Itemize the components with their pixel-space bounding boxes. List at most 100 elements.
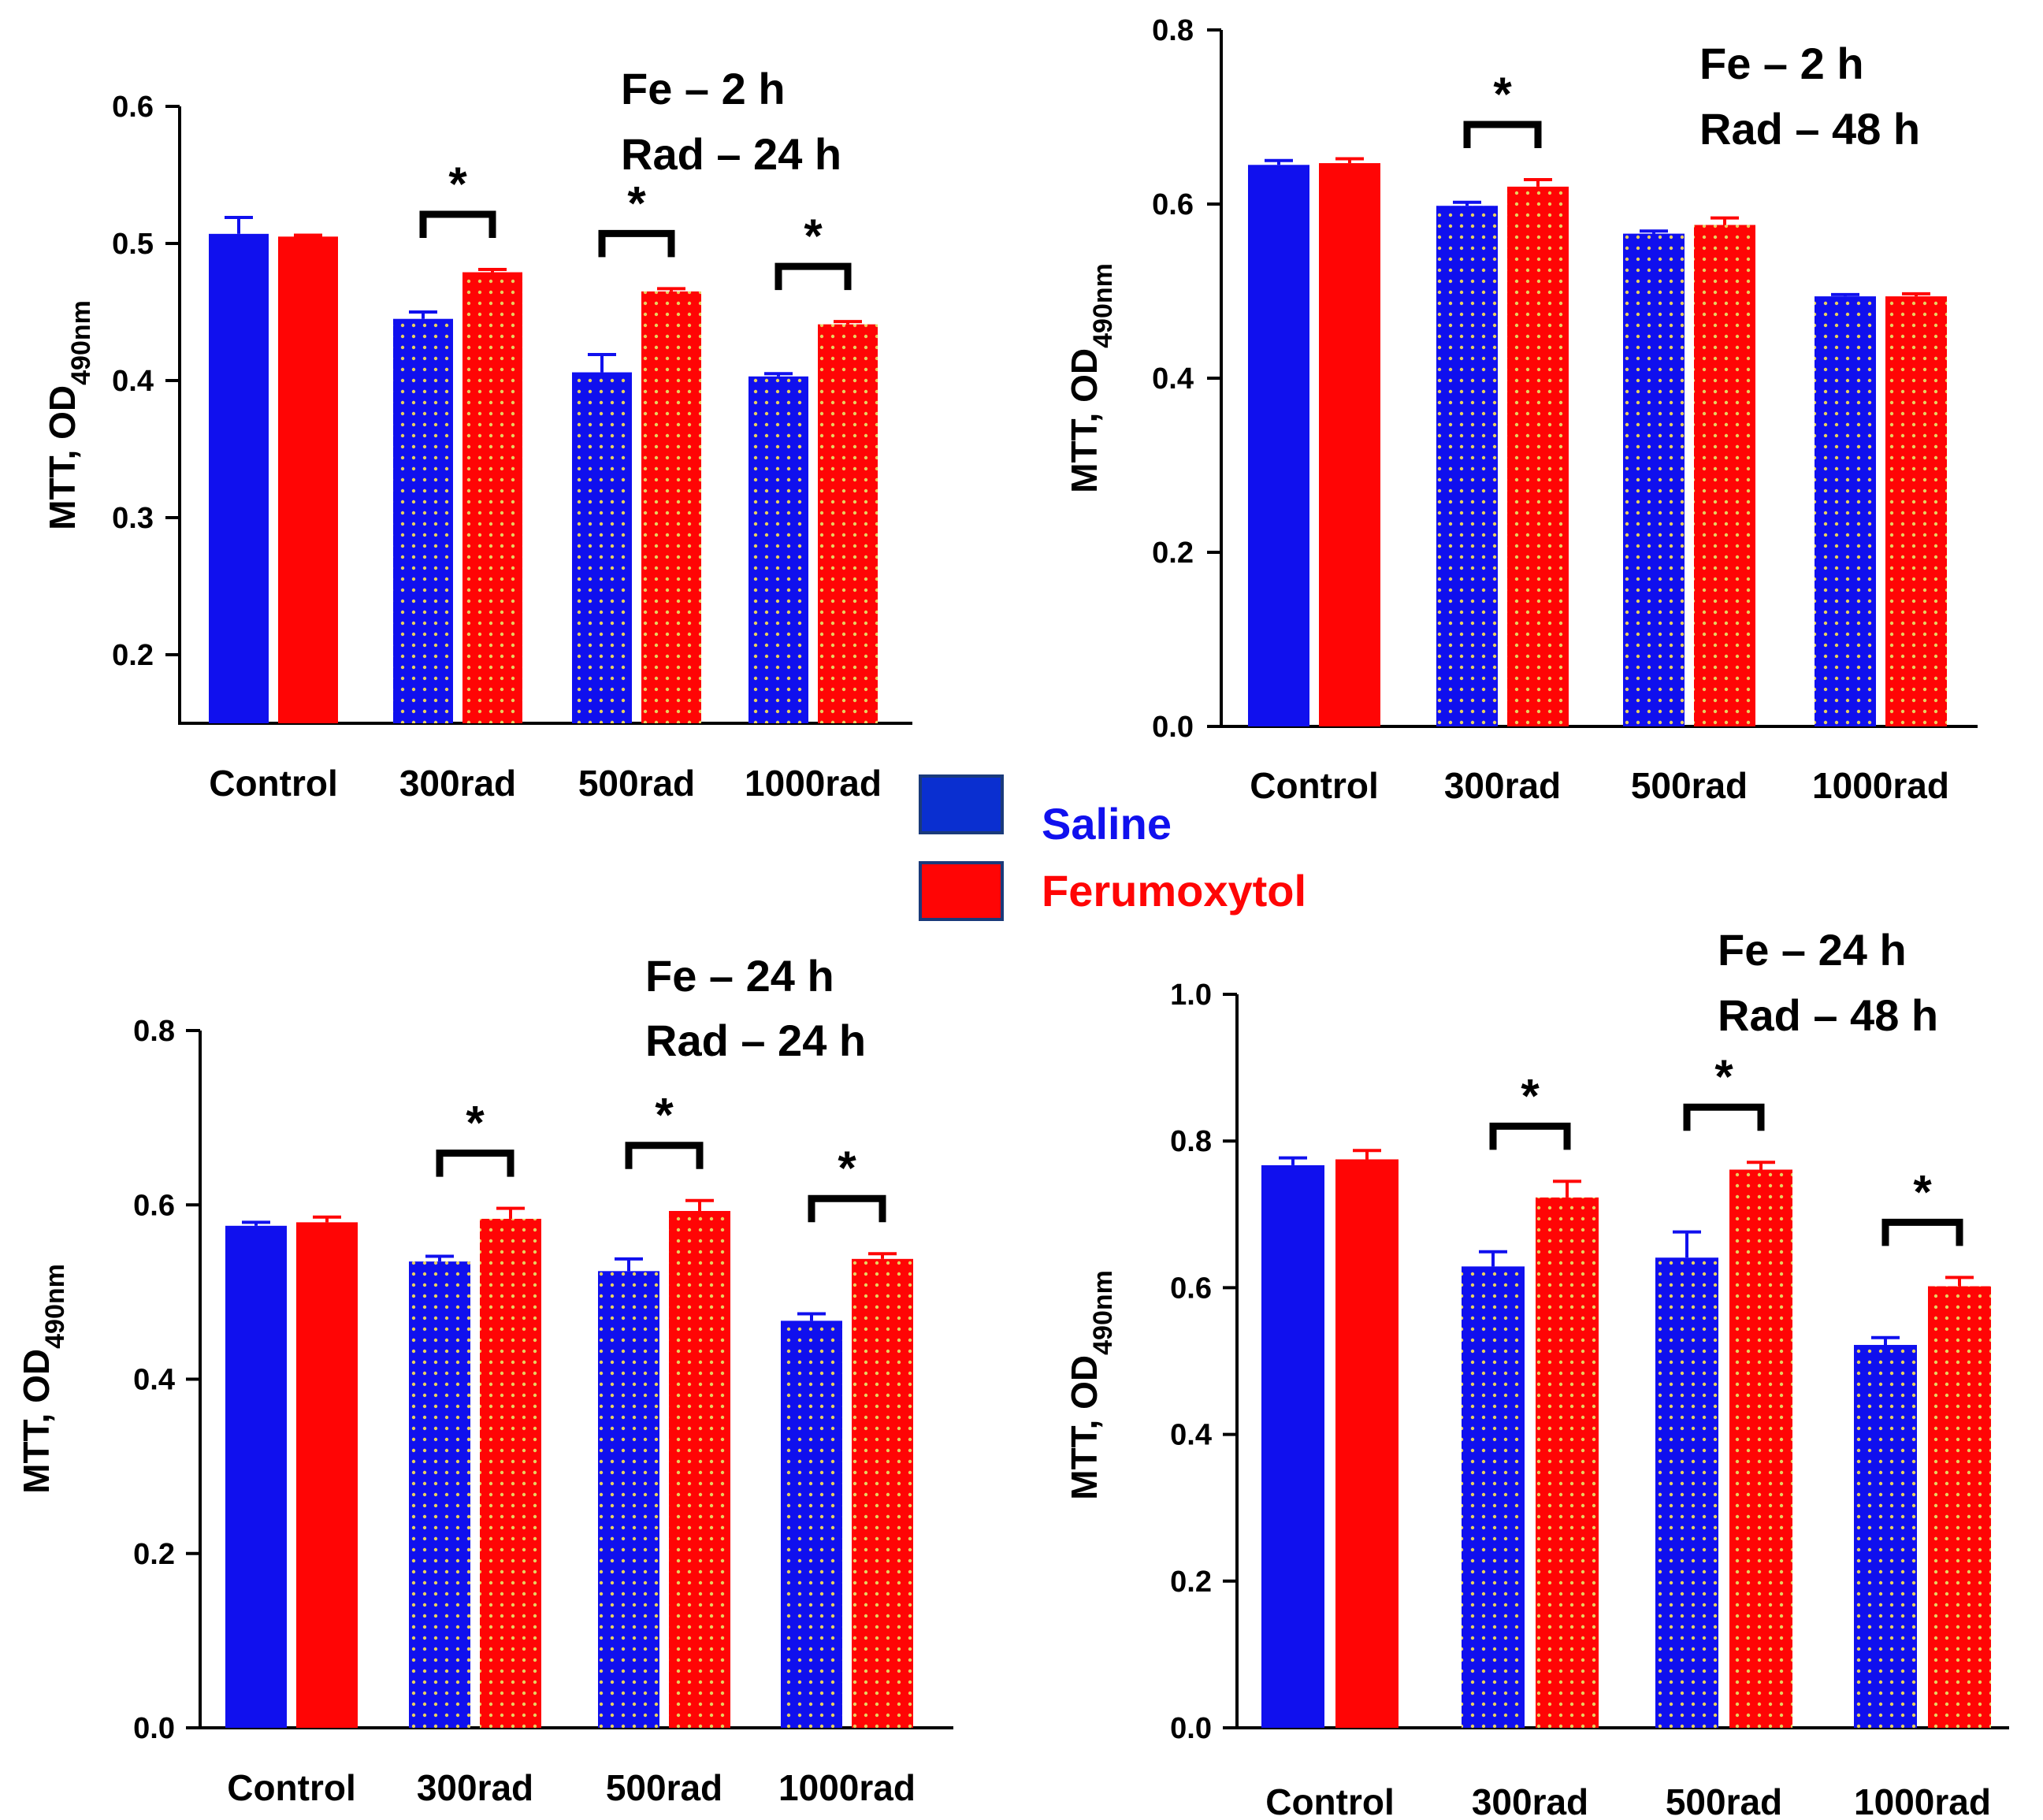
y-tick-label: 0.2 bbox=[1170, 1566, 1212, 1599]
significance-star: * bbox=[1913, 1165, 1932, 1218]
bar-ferumoxytol-300rad bbox=[1536, 1197, 1599, 1728]
bar-saline-300rad bbox=[393, 318, 453, 723]
y-tick-label: 0.4 bbox=[1152, 362, 1194, 396]
bar-ferumoxytol-300rad bbox=[480, 1218, 541, 1728]
bar-saline-1000rad bbox=[1815, 296, 1876, 726]
y-tick-label: 0.6 bbox=[1170, 1272, 1212, 1305]
y-tick-label: 0.2 bbox=[112, 639, 154, 672]
x-category-label-500rad: 500rad bbox=[606, 1767, 722, 1808]
panel-fe24h-rad24h: 0.0 0.2 0.4 0.6 0.8 MTT, OD490nm Fe – 24 h Rad … bbox=[16, 951, 953, 1808]
condition-label: Rad – 24 h bbox=[621, 129, 841, 179]
bar-ferumoxytol-control bbox=[1319, 163, 1380, 726]
legend: Saline Ferumoxytol bbox=[919, 774, 1306, 921]
y-tick-label: 0.8 bbox=[1152, 14, 1194, 47]
bar-ferumoxytol-control bbox=[296, 1222, 358, 1728]
y-tick-label: 0.0 bbox=[1170, 1712, 1212, 1745]
y-tick-label: 0.3 bbox=[112, 502, 154, 535]
y-tick-label: 0.6 bbox=[1152, 188, 1194, 221]
y-tick-label: 1.0 bbox=[1170, 979, 1212, 1012]
significance-star: * bbox=[804, 210, 823, 262]
x-category-label-300rad: 300rad bbox=[1472, 1781, 1588, 1820]
bar-saline-500rad bbox=[572, 372, 632, 723]
y-axis-title: MTT, OD490nm bbox=[1064, 263, 1118, 493]
significance-bracket bbox=[436, 1150, 514, 1177]
significance-bracket bbox=[1683, 1103, 1765, 1131]
significance-bracket bbox=[808, 1194, 886, 1223]
bar-saline-300rad bbox=[1436, 206, 1498, 727]
x-category-label-300rad: 300rad bbox=[399, 763, 516, 804]
significance-star: * bbox=[655, 1089, 674, 1142]
y-axis-title: MTT, OD490nm bbox=[16, 1264, 70, 1494]
condition-label: Fe – 24 h bbox=[1718, 925, 1907, 975]
bar-saline-1000rad bbox=[748, 376, 808, 723]
condition-label: Rad – 48 h bbox=[1699, 104, 1920, 154]
significance-star: * bbox=[1521, 1069, 1540, 1122]
legend-swatch-ferumoxytol bbox=[919, 861, 1004, 921]
legend-swatch-saline bbox=[919, 774, 1004, 834]
y-tick-label: 0.6 bbox=[133, 1189, 175, 1222]
significance-star: * bbox=[466, 1097, 485, 1150]
condition-label: Fe – 2 h bbox=[1699, 39, 1864, 88]
bar-ferumoxytol-500rad bbox=[1729, 1169, 1792, 1728]
x-category-label-300rad: 300rad bbox=[1444, 765, 1561, 806]
y-tick-label: 0.6 bbox=[112, 91, 154, 124]
significance-star: * bbox=[627, 176, 646, 229]
y-tick-label: 0.8 bbox=[1170, 1125, 1212, 1158]
significance-star: * bbox=[838, 1142, 856, 1194]
condition-label: Rad – 48 h bbox=[1718, 990, 1938, 1040]
y-tick-label: 0.0 bbox=[133, 1712, 175, 1745]
legend-label-ferumoxytol: Ferumoxytol bbox=[1042, 866, 1306, 916]
y-tick-label: 0.2 bbox=[1152, 537, 1194, 570]
x-category-label-control: Control bbox=[209, 763, 338, 804]
bar-ferumoxytol-control bbox=[1335, 1159, 1399, 1728]
bar-ferumoxytol-300rad bbox=[1507, 186, 1569, 726]
bar-ferumoxytol-1000rad bbox=[1928, 1286, 1991, 1728]
significance-bracket bbox=[625, 1142, 704, 1169]
y-axis-title: MTT, OD490nm bbox=[42, 300, 96, 530]
y-tick-label: 0.2 bbox=[133, 1538, 175, 1571]
bar-saline-control bbox=[225, 1225, 287, 1728]
bar-ferumoxytol-1000rad bbox=[818, 324, 878, 723]
bar-ferumoxytol-300rad bbox=[462, 272, 522, 723]
y-tick-label: 0.8 bbox=[133, 1015, 175, 1048]
x-category-label-1000rad: 1000rad bbox=[745, 763, 882, 804]
bar-ferumoxytol-control bbox=[278, 236, 338, 723]
condition-label: Rad – 24 h bbox=[645, 1016, 866, 1065]
x-category-label-1000rad: 1000rad bbox=[778, 1767, 916, 1808]
bar-ferumoxytol-1000rad bbox=[852, 1258, 913, 1728]
panel-fe24h-rad48h: 0.0 0.2 0.4 0.6 0.8 1.0 MTT, OD490nm Fe – 24 h R… bbox=[1064, 925, 2009, 1820]
bar-saline-500rad bbox=[1655, 1257, 1718, 1728]
y-tick-label: 0.5 bbox=[112, 228, 154, 261]
condition-label: Fe – 24 h bbox=[645, 951, 834, 1001]
x-category-label-control: Control bbox=[227, 1767, 356, 1808]
significance-bracket bbox=[419, 210, 496, 239]
bar-saline-control bbox=[209, 233, 269, 723]
y-tick-label: 0.0 bbox=[1152, 711, 1194, 744]
significance-star: * bbox=[448, 158, 467, 210]
bar-ferumoxytol-500rad bbox=[669, 1210, 730, 1728]
x-category-label-500rad: 500rad bbox=[1666, 1781, 1782, 1820]
significance-bracket bbox=[1463, 121, 1542, 149]
significance-bracket bbox=[598, 229, 675, 258]
bar-saline-1000rad bbox=[781, 1320, 842, 1728]
bar-saline-500rad bbox=[598, 1271, 659, 1728]
x-category-label-300rad: 300rad bbox=[417, 1767, 533, 1808]
significance-bracket bbox=[1489, 1122, 1571, 1150]
bar-ferumoxytol-1000rad bbox=[1885, 296, 1947, 726]
bar-saline-control bbox=[1261, 1164, 1324, 1728]
panel-fe2h-rad48h: 0.0 0.2 0.4 0.6 0.8 MTT, OD490nm Fe – 2 h Rad –… bbox=[1064, 14, 1978, 806]
panel-fe2h-rad24h: 0.2 0.3 0.4 0.5 0.6 MTT, OD490nm Fe – 2 h Rad –… bbox=[42, 64, 912, 804]
x-category-label-500rad: 500rad bbox=[1631, 765, 1748, 806]
bar-saline-control bbox=[1248, 165, 1309, 726]
legend-label-saline: Saline bbox=[1042, 799, 1172, 849]
bar-saline-300rad bbox=[409, 1261, 470, 1728]
bar-ferumoxytol-500rad bbox=[641, 291, 701, 723]
significance-bracket bbox=[1881, 1218, 1963, 1246]
y-axis-title: MTT, OD490nm bbox=[1064, 1270, 1118, 1500]
condition-label: Fe – 2 h bbox=[621, 64, 786, 113]
significance-star: * bbox=[1714, 1050, 1733, 1103]
bar-ferumoxytol-500rad bbox=[1694, 225, 1755, 726]
x-category-label-1000rad: 1000rad bbox=[1812, 765, 1949, 806]
x-category-label-1000rad: 1000rad bbox=[1854, 1781, 1991, 1820]
